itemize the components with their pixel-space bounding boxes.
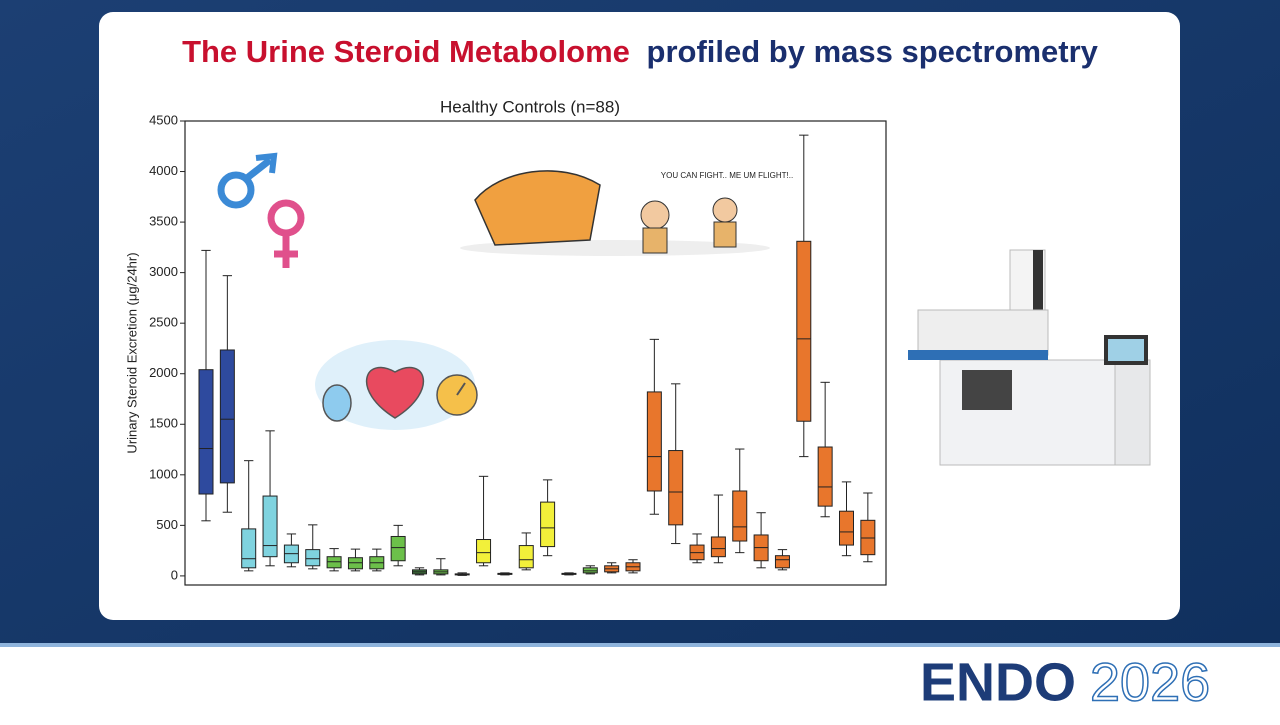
box-plot: Healthy Controls (n=88) Urinary Steroid …: [124, 97, 887, 586]
box: [219, 349, 235, 484]
box: [582, 567, 598, 574]
y-tick-label: 4500: [149, 112, 178, 127]
title-highlight: The Urine Steroid Metabolome: [182, 34, 630, 69]
logo-word: ENDO: [920, 652, 1076, 712]
box: [262, 495, 278, 558]
box: [710, 536, 726, 558]
footer-band: [0, 645, 1280, 720]
box: [860, 519, 876, 556]
box: [732, 490, 748, 542]
chart-title: Healthy Controls (n=88): [440, 97, 620, 116]
box: [540, 501, 556, 548]
y-tick-label: 3000: [149, 264, 178, 279]
box: [241, 528, 257, 569]
endo-logo: ENDO 2026: [920, 652, 1211, 714]
box: [518, 545, 534, 569]
y-tick-label: 3500: [149, 214, 178, 229]
y-tick-label: 2500: [149, 315, 178, 330]
y-tick-label: 1500: [149, 416, 178, 431]
box: [347, 557, 363, 570]
box: [646, 391, 662, 492]
box: [305, 549, 321, 567]
box: [817, 446, 833, 507]
slide-title: The Urine Steroid Metabolome profiled by…: [182, 34, 1099, 69]
logo-year: 2026: [1090, 652, 1210, 712]
heart-illustration: [315, 340, 478, 430]
box: [390, 535, 406, 562]
footer-rule: [0, 643, 1280, 647]
box: [774, 555, 790, 569]
y-tick-label: 4000: [149, 163, 178, 178]
plot-frame: [184, 120, 887, 586]
box: [198, 369, 214, 495]
box: [839, 510, 854, 546]
y-tick-label: 1000: [149, 466, 178, 481]
cartoon: YOU CAN FIGHT.. ME UM FLIGHT!..: [460, 170, 793, 256]
gender-icons: [217, 152, 305, 268]
cartoon-caption: YOU CAN FIGHT.. ME UM FLIGHT!..: [661, 171, 793, 180]
box: [326, 556, 342, 569]
title-rest: profiled by mass spectrometry: [647, 34, 1099, 69]
content-card: [99, 12, 1180, 620]
y-tick-label: 2000: [149, 365, 178, 380]
mass-spectrometer: [908, 249, 1151, 466]
box: [476, 539, 492, 564]
y-tick-label: 500: [156, 517, 178, 532]
box: [668, 450, 684, 526]
y-axis-label: Urinary Steroid Excretion (μg/24hr): [124, 252, 139, 453]
y-tick-label: 0: [171, 567, 178, 582]
box: [796, 240, 812, 422]
